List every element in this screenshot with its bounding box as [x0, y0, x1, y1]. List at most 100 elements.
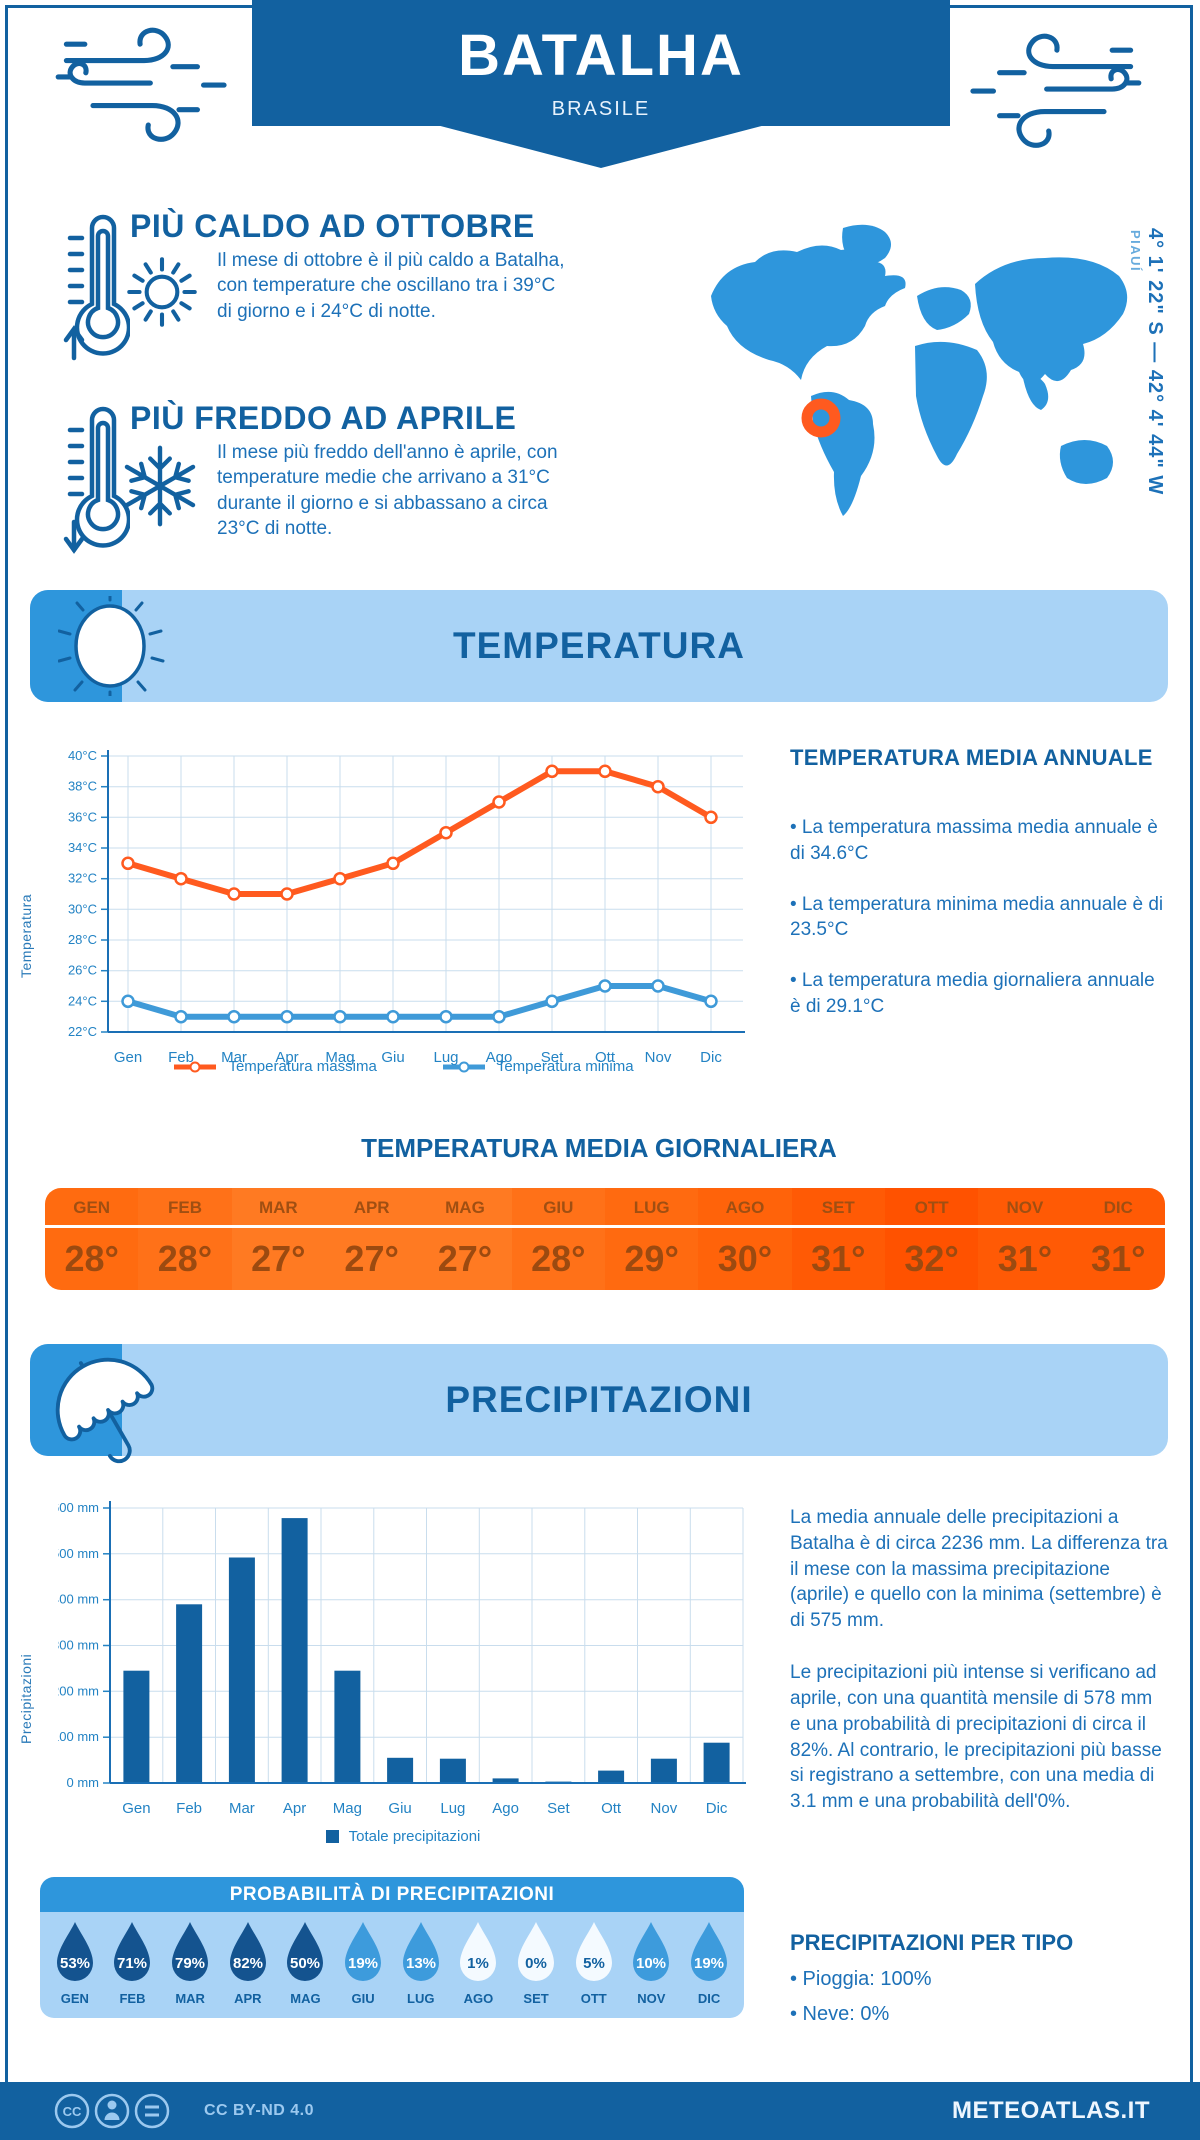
site-name[interactable]: METEOATLAS.IT: [951, 2097, 1150, 2124]
daily-mean-heading: TEMPERATURA MEDIA GIORNALIERA: [361, 1133, 837, 1163]
precipitation-chart-legend: Totale precipitazioni: [58, 1828, 748, 1845]
annual-averages-block: TEMPERATURA MEDIA ANNUALE • La temperatu…: [790, 745, 1168, 1020]
daily-temp-cell: AGO 30°: [698, 1188, 792, 1290]
daily-temp-cell: APR 27°: [324, 1188, 419, 1290]
month-label: OTT: [580, 1991, 607, 2006]
thermometer-hot-icon: [63, 214, 130, 361]
probability-drop: 5% OTT: [568, 1919, 620, 2018]
svg-text:Mar: Mar: [221, 1049, 247, 1066]
annual-bullet: • La temperatura media giornaliera annua…: [790, 970, 1155, 1018]
coldest-text: Il mese più freddo dell'anno è aprile, c…: [217, 442, 558, 540]
temperature-value: 32°: [904, 1238, 959, 1279]
svg-text:Giu: Giu: [381, 1049, 404, 1066]
month-label: GIU: [511, 1188, 605, 1228]
svg-text:0 mm: 0 mm: [67, 1775, 100, 1790]
temperature-y-axis-label: Temperatura: [18, 893, 34, 978]
hottest-title: PIÙ CALDO AD OTTOBRE: [130, 208, 535, 244]
month-label: AGO: [698, 1188, 792, 1228]
svg-text:Apr: Apr: [283, 1800, 306, 1817]
month-label: GIU: [351, 1991, 375, 2006]
svg-text:300 mm: 300 mm: [58, 1638, 99, 1653]
month-label: NOV: [637, 1991, 666, 2006]
annual-bullet: • La temperatura massima media annuale è…: [790, 817, 1158, 864]
precipitation-bar-chart: 0 mm 100 mm 200 mm 300 mm 400 mm 500 mm 600 mm…: [58, 1500, 746, 1817]
raindrop-icon: 79%: [172, 1922, 209, 1981]
svg-text:30°C: 30°C: [68, 901, 97, 916]
svg-text:10%: 10%: [636, 1955, 666, 1972]
raindrop-icon: 13%: [402, 1922, 439, 1981]
wind-icon: [55, 27, 227, 142]
svg-text:600 mm: 600 mm: [58, 1500, 99, 1515]
svg-text:100 mm: 100 mm: [58, 1729, 99, 1744]
daily-temp-cell: FEB 28°: [138, 1188, 232, 1290]
month-label: FEB: [138, 1188, 232, 1228]
annual-averages-heading: TEMPERATURA MEDIA ANNUALE: [790, 745, 1153, 770]
raindrop-icon: 1%: [460, 1922, 497, 1981]
svg-text:Gen: Gen: [114, 1049, 142, 1066]
svg-text:28°C: 28°C: [68, 932, 97, 947]
world-map: [711, 224, 1128, 516]
coldest-title: PIÙ FREDDO AD APRILE: [130, 400, 517, 436]
legend-item: Totale precipitazioni: [325, 1828, 480, 1845]
svg-text:Dic: Dic: [706, 1800, 728, 1817]
probability-drop: 71% FEB: [106, 1919, 158, 2018]
precipitation-paragraph: Le precipitazioni più intense si verific…: [790, 1662, 1162, 1813]
wind-icon: [970, 33, 1142, 148]
svg-text:Feb: Feb: [168, 1049, 194, 1066]
svg-text:400 mm: 400 mm: [58, 1592, 99, 1607]
month-label: AGO: [463, 1991, 494, 2006]
raindrop-icon: 19%: [345, 1922, 382, 1981]
page-subtitle: BRASILE: [551, 98, 651, 120]
svg-text:Giu: Giu: [388, 1800, 411, 1817]
month-label: GEN: [60, 1991, 89, 2006]
svg-text:32°C: 32°C: [68, 871, 97, 886]
daily-temp-cell: MAG 27°: [418, 1188, 512, 1290]
month-label: LUG: [604, 1188, 699, 1228]
temperature-section-banner: TEMPERATURA: [30, 590, 1168, 702]
svg-text:200 mm: 200 mm: [58, 1683, 99, 1698]
probability-drop: 79% MAR: [164, 1919, 216, 2018]
temperature-value: 27°: [344, 1238, 399, 1279]
raindrop-icon: 5%: [575, 1922, 612, 1981]
license-badge[interactable]: CC CC BY-ND 4.0: [50, 2089, 314, 2133]
sun-icon: [127, 257, 197, 327]
probability-drop: 0% SET: [510, 1919, 562, 2018]
temperature-chart-legend: Temperatura massima Temperatura minima: [58, 1058, 748, 1075]
precipitation-text-block: La media annuale delle precipitazioni a …: [790, 1505, 1168, 1841]
probability-drop: 13% LUG: [395, 1919, 447, 2018]
svg-text:Lug: Lug: [433, 1049, 458, 1066]
svg-text:CC: CC: [63, 2104, 82, 2119]
probability-drop: 50% MAG: [279, 1919, 331, 2018]
region-label: PIAUÍ: [1128, 230, 1143, 273]
svg-text:500 mm: 500 mm: [58, 1546, 99, 1561]
month-label: MAG: [290, 1991, 321, 2006]
svg-text:Ago: Ago: [486, 1049, 513, 1066]
temperature-section-title: TEMPERATURA: [453, 625, 745, 666]
probability-drop: 82% APR: [222, 1919, 274, 2018]
creative-commons-icons: CC: [54, 2093, 170, 2129]
month-label: OTT: [884, 1188, 979, 1228]
precipitation-section-title: PRECIPITAZIONI: [445, 1379, 753, 1420]
temperature-value: 27°: [251, 1238, 306, 1279]
daily-temp-cell: DIC 31°: [1071, 1188, 1165, 1290]
daily-temp-cell: OTT 32°: [884, 1188, 979, 1290]
probability-drop: 19% DIC: [683, 1919, 735, 2018]
footer: CC CC BY-ND 4.0 METEOATLAS.IT: [0, 2082, 1200, 2140]
svg-text:82%: 82%: [233, 1955, 263, 1972]
hottest-text: Il mese di ottobre è il più caldo a Bata…: [217, 250, 565, 322]
daily-temp-cell: LUG 29°: [604, 1188, 699, 1290]
svg-text:19%: 19%: [694, 1955, 724, 1972]
annual-bullet: • La temperatura minima media annuale è …: [790, 893, 1164, 941]
daily-mean-table: GEN 28° FEB 28° MAR 27° APR 27° MAG 27° GIU 28° LUG 2…: [45, 1188, 1165, 1290]
daily-temp-cell: SET 31°: [791, 1188, 885, 1290]
svg-text:1%: 1%: [468, 1955, 490, 1972]
svg-text:5%: 5%: [583, 1955, 605, 1972]
coordinates-text: 4° 1' 22" S — 42° 4' 44" W: [1144, 228, 1166, 496]
precipitation-type-rain: • Pioggia: 100%: [790, 1968, 932, 1990]
svg-text:22°C: 22°C: [68, 1024, 97, 1039]
svg-text:40°C: 40°C: [68, 748, 97, 763]
svg-text:Nov: Nov: [645, 1049, 672, 1066]
svg-text:71%: 71%: [117, 1955, 147, 1972]
svg-text:26°C: 26°C: [68, 963, 97, 978]
